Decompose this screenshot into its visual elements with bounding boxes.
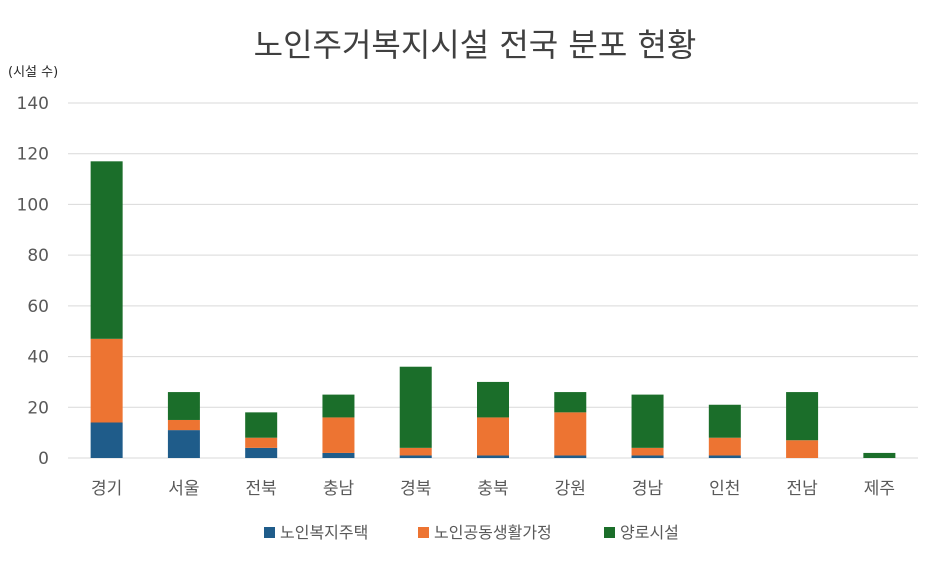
x-tick-label: 경남: [632, 479, 664, 499]
bar-segment-경북-노인공동생활가정: [399, 447, 432, 456]
bars: [90, 161, 896, 458]
bar-segment-경북-노인복지주택: [399, 455, 432, 458]
bar-segment-경남-노인복지주택: [631, 455, 664, 458]
bar-segment-충북-양로시설: [477, 381, 509, 418]
gridlines: [68, 102, 918, 459]
bar-segment-전남-양로시설: [786, 392, 819, 441]
y-tick-label: 120: [17, 145, 49, 165]
y-tick-label: 0: [38, 449, 49, 469]
bar-segment-강원-노인복지주택: [554, 455, 587, 458]
legend-label: 노인공동생활가정: [434, 523, 552, 542]
bar-segment-전남-노인공동생활가정: [786, 440, 819, 458]
bar-segment-경기-양로시설: [90, 161, 123, 339]
bar-segment-충남-양로시설: [322, 394, 355, 418]
bar-segment-강원-양로시설: [554, 392, 587, 413]
y-tick-label: 80: [27, 246, 49, 266]
y-axis-unit-label: (시설 수): [8, 65, 58, 80]
legend-swatch: [264, 527, 275, 538]
bar-segment-인천-노인공동생활가정: [708, 437, 741, 456]
y-tick-label: 100: [17, 195, 49, 215]
legend-label: 양로시설: [620, 523, 679, 542]
bar-segment-전북-양로시설: [245, 412, 278, 438]
bar-segment-강원-노인공동생활가정: [554, 412, 587, 456]
x-tick-label: 인천: [709, 479, 740, 499]
legend-swatch: [604, 527, 615, 538]
x-tick-label: 전북: [246, 479, 277, 499]
bar-segment-제주-양로시설: [863, 452, 896, 458]
legend-label: 노인복지주택: [280, 523, 368, 542]
chart-title: 노인주거복지시설 전국 분포 현황: [254, 26, 697, 64]
x-tick-label: 강원: [555, 479, 586, 499]
bar-segment-경남-양로시설: [631, 394, 664, 448]
bar-segment-전북-노인공동생활가정: [245, 437, 278, 448]
bar-segment-경남-노인공동생활가정: [631, 447, 664, 456]
bar-segment-서울-양로시설: [167, 392, 200, 420]
bar-segment-경북-양로시설: [399, 366, 432, 448]
bar-segment-인천-양로시설: [708, 404, 741, 438]
bar-segment-경기-노인복지주택: [90, 422, 123, 458]
y-tick-label: 140: [17, 94, 49, 114]
y-tick-label: 60: [27, 297, 49, 317]
bar-segment-충남-노인복지주택: [322, 452, 355, 458]
bar-segment-경기-노인공동생활가정: [90, 338, 123, 423]
x-tick-label: 경기: [91, 479, 122, 499]
x-tick-label: 서울: [168, 479, 199, 499]
x-tick-label: 충북: [477, 479, 508, 499]
x-tick-label: 전남: [786, 479, 818, 499]
bar-segment-충북-노인공동생활가정: [477, 417, 509, 456]
x-tick-label: 충남: [323, 479, 355, 499]
y-axis-ticks: 0 20 40 60 80 100 120 140: [17, 94, 49, 469]
x-axis-labels: 경기 서울 전북 충남 경북 충북 강원 경남 인천 전남 제주: [91, 479, 895, 499]
bar-segment-서울-노인복지주택: [167, 430, 200, 458]
y-tick-label: 20: [27, 398, 49, 418]
bar-segment-서울-노인공동생활가정: [167, 419, 200, 431]
bar-segment-전북-노인복지주택: [245, 447, 278, 458]
x-tick-label: 경북: [400, 479, 431, 499]
bar-segment-충북-노인복지주택: [477, 455, 509, 458]
y-tick-label: 40: [27, 348, 49, 368]
bar-segment-충남-노인공동생활가정: [322, 417, 355, 453]
legend-swatch: [418, 527, 429, 538]
x-tick-label: 제주: [864, 479, 895, 499]
bar-segment-인천-노인복지주택: [708, 455, 741, 458]
legend: 노인복지주택 노인공동생활가정 양로시설: [264, 523, 679, 542]
